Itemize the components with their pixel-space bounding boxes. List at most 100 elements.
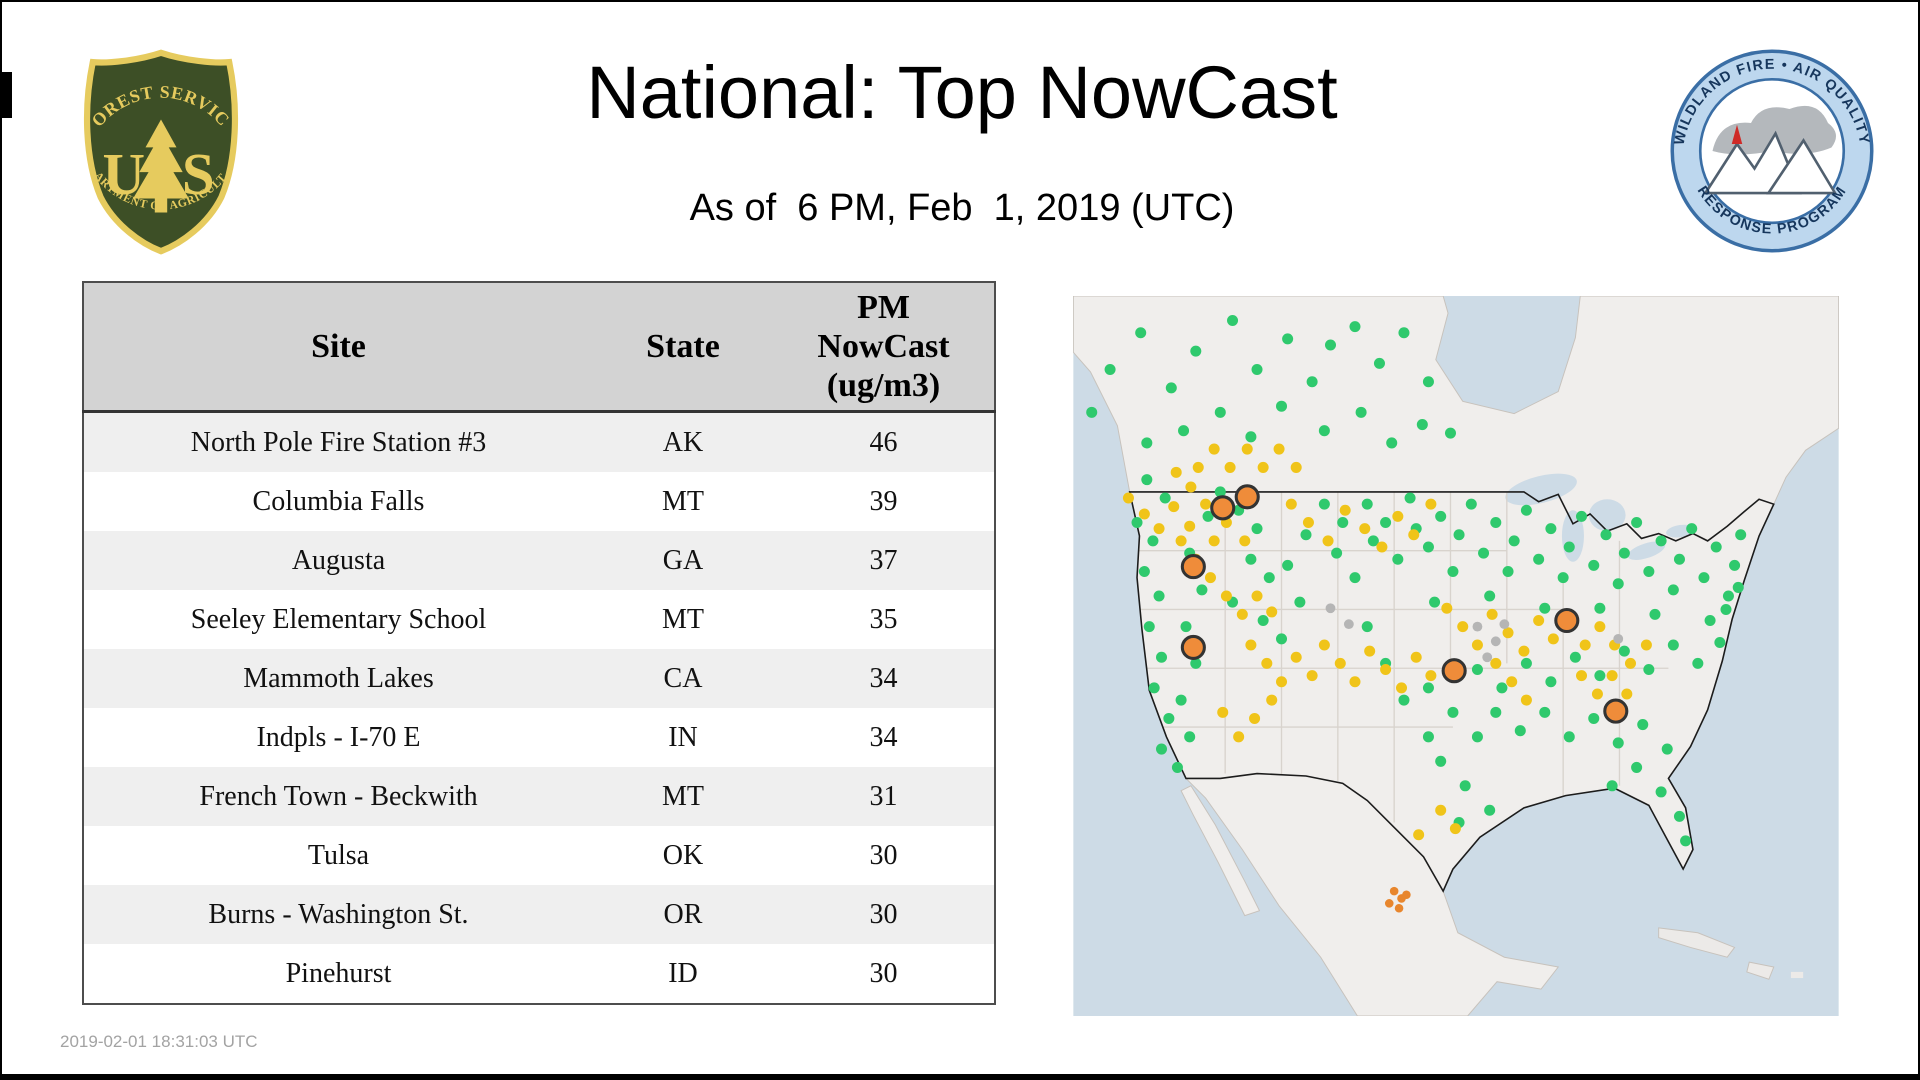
monitor-dot-moderate [1449, 823, 1461, 835]
monitor-dot-good [1714, 637, 1726, 649]
cuba-island [1658, 927, 1736, 958]
table-row: North Pole Fire Station #3 AK 46 [83, 411, 995, 472]
monitor-dot-moderate [1266, 606, 1278, 618]
monitor-dot-moderate [1138, 508, 1150, 520]
cell-site: Indpls - I-70 E [83, 708, 593, 767]
monitor-dot-moderate [1359, 523, 1371, 535]
monitor-dot-good [1735, 529, 1747, 541]
monitor-dot-moderate [1168, 501, 1180, 513]
monitor-dot-good [1520, 657, 1532, 669]
us-border [1128, 491, 1775, 893]
monitor-dot-good [1141, 474, 1153, 486]
monitor-dot-moderate [1261, 657, 1273, 669]
monitor-dot-good [1398, 694, 1410, 706]
nowcast-table: Site State PM NowCast (ug/m3) North Pole… [82, 281, 996, 1005]
monitor-dot-good [1520, 504, 1532, 516]
mountain-right-icon [1766, 138, 1838, 195]
monitor-dot-good [1459, 780, 1471, 792]
monitor-dot-good [1422, 731, 1434, 743]
monitor-dot-moderate [1591, 688, 1603, 700]
monitor-dot-good [1435, 755, 1447, 767]
monitor-dot-moderate [1290, 651, 1302, 663]
airfire-program-logo: WILDLAND FIRE • AIR QUALITY RESPONSE PRO… [1670, 49, 1874, 253]
monitor-dot-good [1533, 553, 1545, 565]
monitor-dot-good [1612, 737, 1624, 749]
cell-pm-nowcast: 31 [773, 767, 995, 826]
monitor-dot-good [1318, 425, 1330, 437]
cell-pm-nowcast: 37 [773, 531, 995, 590]
monitor-dot-good [1324, 339, 1336, 351]
monitor-dot-good [1141, 437, 1153, 449]
monitor-dot-moderate [1208, 443, 1220, 455]
cell-pm-nowcast: 30 [773, 826, 995, 885]
monitor-dot-moderate [1579, 639, 1591, 651]
cell-site: North Pole Fire Station #3 [83, 411, 593, 472]
monitor-dot-good [1643, 566, 1655, 578]
flame-icon [1731, 124, 1743, 144]
monitor-dot-moderate [1318, 639, 1330, 651]
monitor-dot-good [1453, 529, 1465, 541]
monitor-dot-moderate [1200, 498, 1212, 510]
monitor-dot-good [1447, 706, 1459, 718]
monitor-dot-moderate [1334, 657, 1346, 669]
monitor-dot-good [1276, 633, 1288, 645]
monitor-dot-usg [1384, 899, 1394, 908]
cell-pm-nowcast: 30 [773, 944, 995, 1004]
monitor-dot-moderate [1322, 535, 1334, 547]
monitor-dot-good [1539, 602, 1551, 614]
table-row: Pinehurst ID 30 [83, 944, 995, 1004]
monitor-dot-good [1422, 376, 1434, 388]
monitor-dot-good [1637, 719, 1649, 731]
monitor-dot-good [1673, 810, 1685, 822]
cell-site: Columbia Falls [83, 472, 593, 531]
table-body: North Pole Fire Station #3 AK 46 Columbia F… [83, 411, 995, 1004]
baja-peninsula [1180, 785, 1261, 917]
monitor-dot-good [1156, 651, 1168, 663]
cell-pm-nowcast: 46 [773, 411, 995, 472]
cell-state: MT [593, 472, 773, 531]
monitor-dot-moderate [1506, 676, 1518, 688]
cell-state: MT [593, 767, 773, 826]
monitor-dot-good [1214, 486, 1226, 498]
cell-site: Seeley Elementary School [83, 590, 593, 649]
monitor-dot-good [1147, 535, 1159, 547]
monitor-dot-good [1159, 492, 1171, 504]
monitor-dot-moderate [1266, 694, 1278, 706]
monitor-dot-good [1667, 639, 1679, 651]
monitor-dot-moderate [1290, 461, 1302, 473]
monitor-dot-moderate [1208, 535, 1220, 547]
monitor-dot-good [1416, 419, 1428, 431]
monitor-dot-moderate [1471, 639, 1483, 651]
monitor-dot-moderate [1245, 639, 1257, 651]
monitor-dot-moderate [1396, 682, 1408, 694]
monitor-dot-good [1435, 510, 1447, 522]
monitor-dot-good [1180, 621, 1192, 633]
monitor-dot-good [1422, 682, 1434, 694]
top-site-marker [1234, 484, 1260, 510]
monitor-dot-good [1576, 510, 1588, 522]
monitor-dot-good [1282, 333, 1294, 345]
monitor-dot-good [1720, 603, 1732, 615]
monitor-dot-good [1588, 712, 1600, 724]
hispaniola-island [1746, 961, 1775, 980]
monitor-dot-good [1686, 523, 1698, 535]
monitor-dot-good [1245, 431, 1257, 443]
monitor-dot-good [1143, 621, 1155, 633]
monitor-dot-good [1502, 566, 1514, 578]
monitor-dot-good [1661, 743, 1673, 755]
monitor-dot-good [1380, 517, 1392, 529]
monitor-dot-nodata [1343, 619, 1354, 630]
monitor-dot-good [1618, 547, 1630, 559]
monitor-dot-good [1692, 657, 1704, 669]
table-row: Columbia Falls MT 39 [83, 472, 995, 531]
top-site-marker [1210, 495, 1236, 521]
top-site-marker [1180, 554, 1206, 580]
monitor-dot-moderate [1185, 481, 1197, 493]
monitor-dot-good [1263, 572, 1275, 584]
monitor-dot-good [1131, 517, 1143, 529]
page-title: National: Top NowCast [586, 51, 1338, 134]
monitor-dot-moderate [1435, 804, 1447, 816]
generated-timestamp: 2019-02-01 18:31:03 UTC [60, 1032, 258, 1051]
monitor-dot-good [1710, 541, 1722, 553]
monitor-dot-good [1184, 731, 1196, 743]
